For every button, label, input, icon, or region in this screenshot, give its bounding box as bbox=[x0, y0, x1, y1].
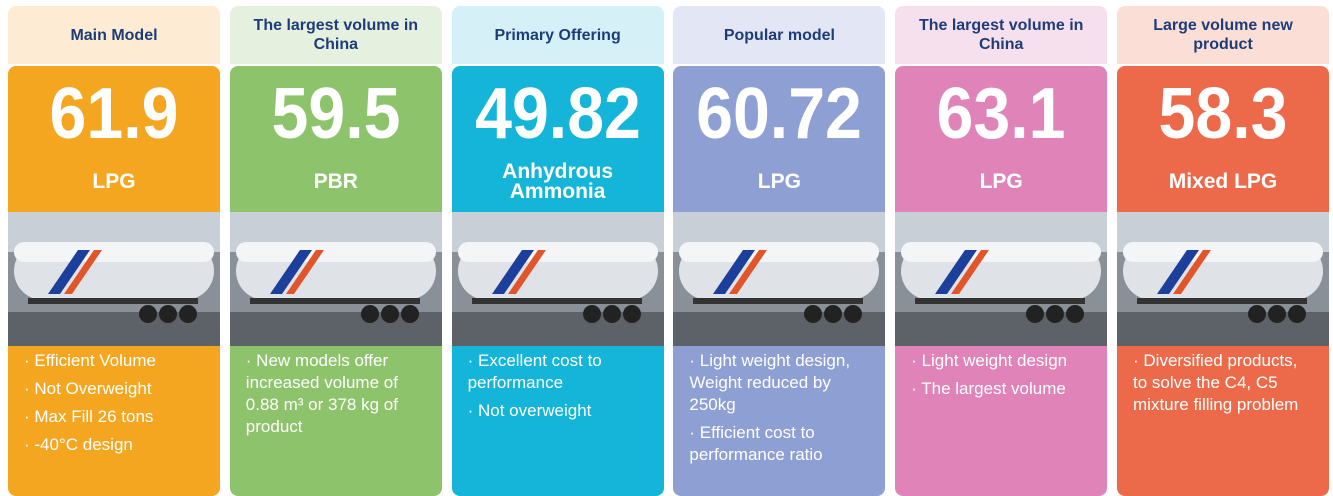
volume-number: 58.3 bbox=[1125, 74, 1320, 154]
feature-list: · New models offer increased volume of 0… bbox=[230, 346, 442, 496]
card-header: Large volume new product bbox=[1117, 6, 1329, 64]
volume-number: 49.82 bbox=[460, 74, 655, 154]
feature-item: · Light weight design, Weight reduced by… bbox=[689, 350, 871, 416]
feature-item: · Efficient Volume bbox=[24, 350, 206, 372]
card-header: Primary Offering bbox=[452, 6, 664, 64]
truck-photo bbox=[230, 212, 442, 346]
feature-list: · Light weight design, Weight reduced by… bbox=[673, 346, 885, 496]
feature-item: · Max Fill 26 tons bbox=[24, 406, 206, 428]
feature-item: · Excellent cost to performance bbox=[468, 350, 650, 394]
truck-photo bbox=[8, 212, 220, 346]
feature-item: · The largest volume bbox=[911, 378, 1093, 400]
feature-list: · Excellent cost to performance · Not ove… bbox=[452, 346, 664, 496]
feature-item: · Not Overweight bbox=[24, 378, 206, 400]
volume-number: 60.72 bbox=[682, 74, 877, 154]
product-name: LPG bbox=[931, 158, 1071, 206]
feature-list: · Light weight design · The largest volum… bbox=[895, 346, 1107, 496]
volume-number: 59.5 bbox=[238, 74, 433, 154]
feature-list: · Diversified products, to solve the C4,… bbox=[1117, 346, 1329, 496]
product-name: Mixed LPG bbox=[1153, 158, 1293, 206]
card-header: The largest volume in China bbox=[230, 6, 442, 64]
feature-item: · -40°C design bbox=[24, 434, 206, 456]
card-header: The largest volume in China bbox=[895, 6, 1107, 64]
feature-item: · Not overweight bbox=[468, 400, 650, 422]
card-header: Main Model bbox=[8, 6, 220, 64]
feature-item: · New models offer increased volume of 0… bbox=[246, 350, 428, 438]
truck-photo bbox=[1117, 212, 1329, 346]
feature-item: · Diversified products, to solve the C4,… bbox=[1133, 350, 1315, 416]
product-cards: Main Model61.9LPG· Efficient Volume· Not… bbox=[0, 0, 1333, 496]
feature-item: · Light weight design bbox=[911, 350, 1093, 372]
product-name: PBR bbox=[266, 158, 406, 206]
card-header: Popular model bbox=[673, 6, 885, 64]
feature-item: · Efficient cost to performance ratio bbox=[689, 422, 871, 466]
truck-photo bbox=[452, 212, 664, 346]
feature-list: · Efficient Volume · Not Overweight · Max … bbox=[8, 346, 220, 496]
truck-photo bbox=[673, 212, 885, 346]
truck-photo bbox=[895, 212, 1107, 346]
volume-number: 61.9 bbox=[16, 74, 211, 154]
product-name: LPG bbox=[709, 158, 849, 206]
volume-number: 63.1 bbox=[904, 74, 1099, 154]
product-name: Anhydrous Ammonia bbox=[488, 158, 628, 206]
product-name: LPG bbox=[44, 158, 184, 206]
